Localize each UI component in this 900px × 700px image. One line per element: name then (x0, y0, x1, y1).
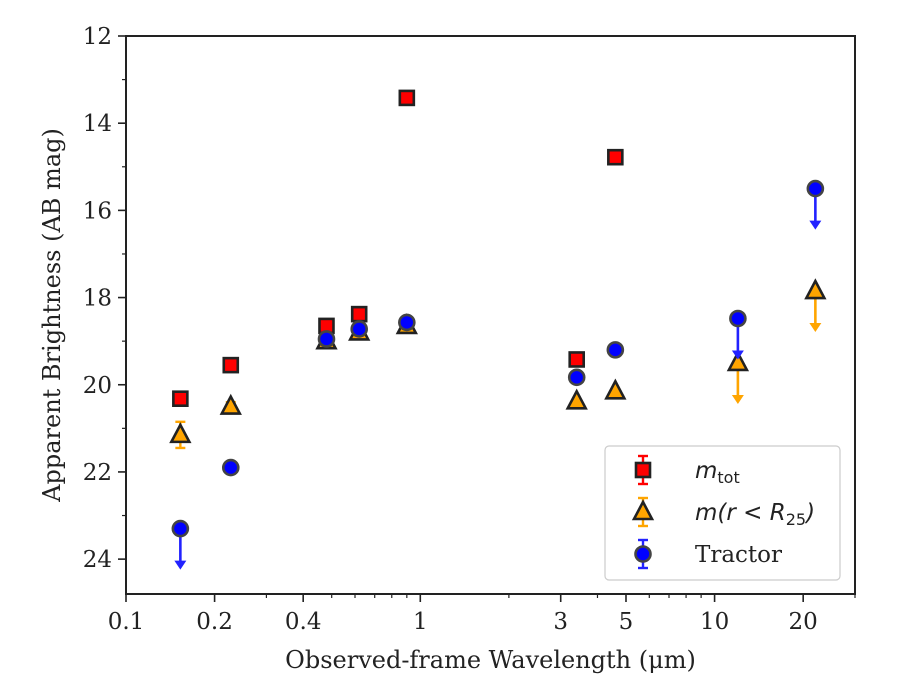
x-tick-label: 0.4 (285, 609, 322, 635)
x-tick-label: 1 (413, 609, 428, 635)
x-axis-label: Observed-frame Wavelength (μm) (285, 646, 696, 674)
legend-tractor-label: Tractor (695, 542, 782, 568)
mr25-point (169, 422, 192, 444)
tractor-point (221, 458, 240, 477)
x-tick-label: 10 (700, 609, 729, 635)
y-tick-label: 14 (83, 111, 112, 137)
legend-box (604, 445, 841, 581)
tractor-point (729, 309, 747, 328)
legend-tractor-marker (634, 545, 652, 563)
y-tick-label: 20 (83, 373, 112, 399)
tractor-point (806, 179, 825, 198)
legend-mtot-marker (634, 461, 652, 479)
x-tick-label: 0.2 (196, 609, 233, 635)
y-tick-label: 22 (83, 460, 112, 486)
tractor-point (606, 341, 625, 359)
tractor-upper-limit-arrow-head (809, 220, 822, 230)
x-tick-label: 0.1 (108, 609, 145, 635)
mr25-upper-limit-arrow-head (731, 394, 744, 404)
mr25-upper-limit-arrow-head (809, 323, 822, 333)
y-tick-label: 24 (83, 547, 112, 573)
mr25-point (804, 278, 827, 300)
tractor-point (398, 313, 416, 332)
legend-entry-mr25: m(r < R25) (631, 496, 815, 529)
mtot-point (398, 89, 416, 107)
mtot-point (172, 390, 189, 408)
tractor-upper-limit-arrow-head (174, 560, 187, 570)
legend-entry-tractor: Tractor (634, 538, 782, 570)
y-tick-label: 18 (83, 286, 112, 312)
tractor-upper-limit-arrow-head (731, 350, 744, 360)
x-tick-label: 5 (619, 609, 634, 635)
legend: mtot m(r < R25) Tractor (604, 445, 841, 581)
mr25-point (604, 378, 627, 400)
data-points (169, 89, 827, 570)
legend-entry-mtot: mtot (634, 454, 740, 487)
legend-mr25-label: m(r < R25) (695, 500, 815, 529)
mr25-point (219, 393, 242, 415)
mr25-point (726, 350, 750, 372)
x-tick-label: 3 (553, 609, 568, 635)
series-mr25 (169, 278, 827, 450)
mtot-point (350, 305, 368, 323)
y-axis: 12 14 16 18 20 22 24 (83, 24, 126, 573)
mtot-point (568, 351, 586, 368)
tractor-point (317, 330, 336, 348)
plot-frame (125, 35, 856, 595)
x-axis: 0.1 0.2 0.4 1 3 5 10 20 (108, 594, 818, 635)
y-axis-label: Apparent Brightness (AB mag) (38, 128, 66, 503)
tractor-point (171, 519, 190, 538)
y-tick-label: 12 (83, 24, 112, 50)
series-mtot (172, 89, 624, 408)
tractor-point (567, 368, 586, 387)
legend-mtot-label: mtot (695, 458, 740, 487)
y-tick-label: 16 (83, 198, 112, 224)
mtot-point (607, 148, 624, 166)
legend-mr25-marker (631, 499, 655, 521)
series-tractor (171, 179, 825, 570)
mtot-point (222, 356, 240, 374)
mr25-point (565, 388, 588, 410)
x-tick-label: 20 (789, 609, 818, 635)
tractor-point (350, 320, 368, 338)
